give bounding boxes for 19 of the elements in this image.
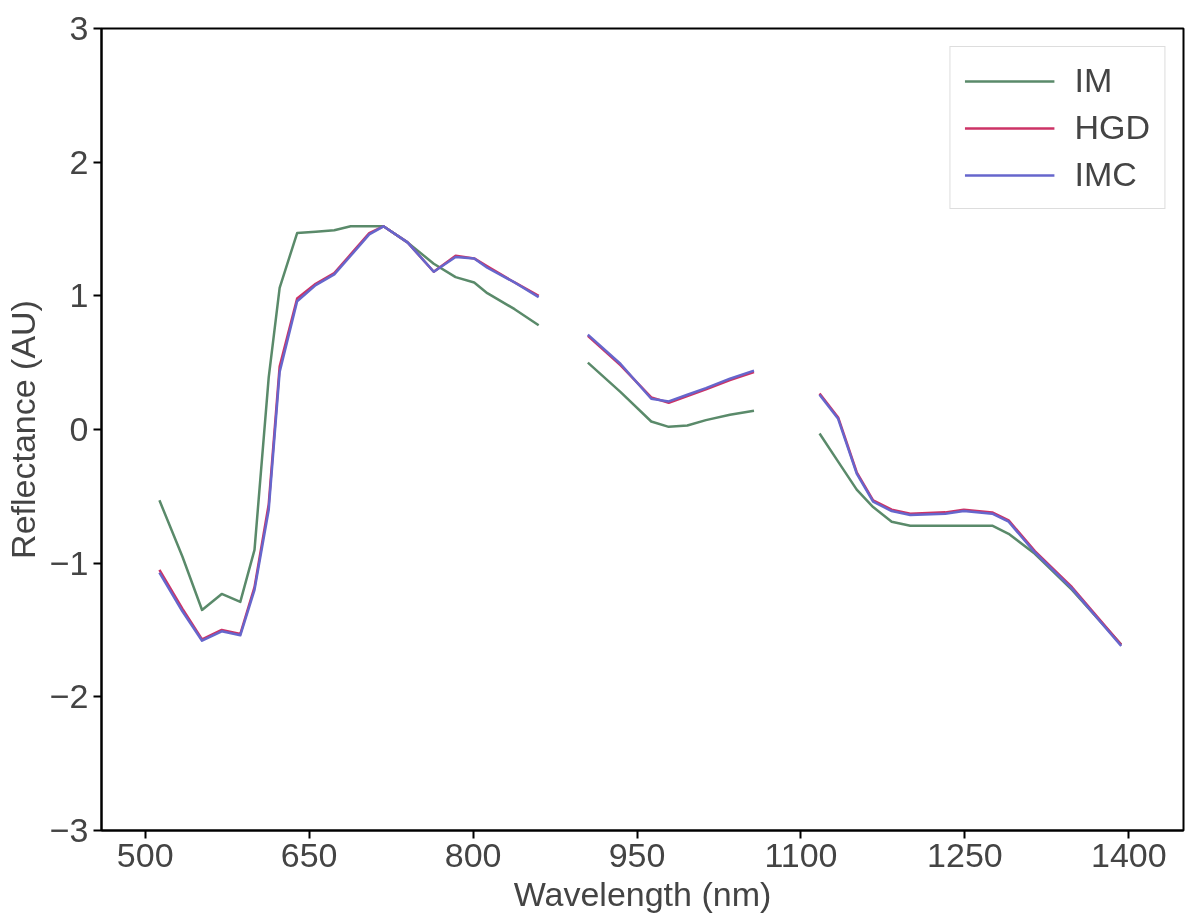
legend-label: HGD <box>1074 108 1150 147</box>
y-tick-label: 2 <box>69 142 89 181</box>
x-tick-label: 1250 <box>927 835 1003 874</box>
y-axis-title: Reflectance (AU) <box>3 300 42 559</box>
y-tick-label: 0 <box>69 410 89 448</box>
x-tick-label: 650 <box>280 835 338 874</box>
x-tick-label: 500 <box>116 835 174 874</box>
y-tick-label: 1 <box>69 276 89 315</box>
x-tick-label: 950 <box>608 835 666 874</box>
y-tick-label: −2 <box>49 677 89 716</box>
x-tick-label: 800 <box>444 835 502 874</box>
y-tick-label: 3 <box>69 9 89 47</box>
legend-label: IM <box>1074 61 1113 100</box>
x-tick-label: 1100 <box>764 835 838 874</box>
y-tick-label: −3 <box>49 811 89 849</box>
x-tick-label: 1400 <box>1091 835 1167 874</box>
legend-label: IMC <box>1074 155 1137 194</box>
y-tick-label: −1 <box>49 543 89 582</box>
x-axis-title: Wavelength (nm) <box>513 874 772 913</box>
